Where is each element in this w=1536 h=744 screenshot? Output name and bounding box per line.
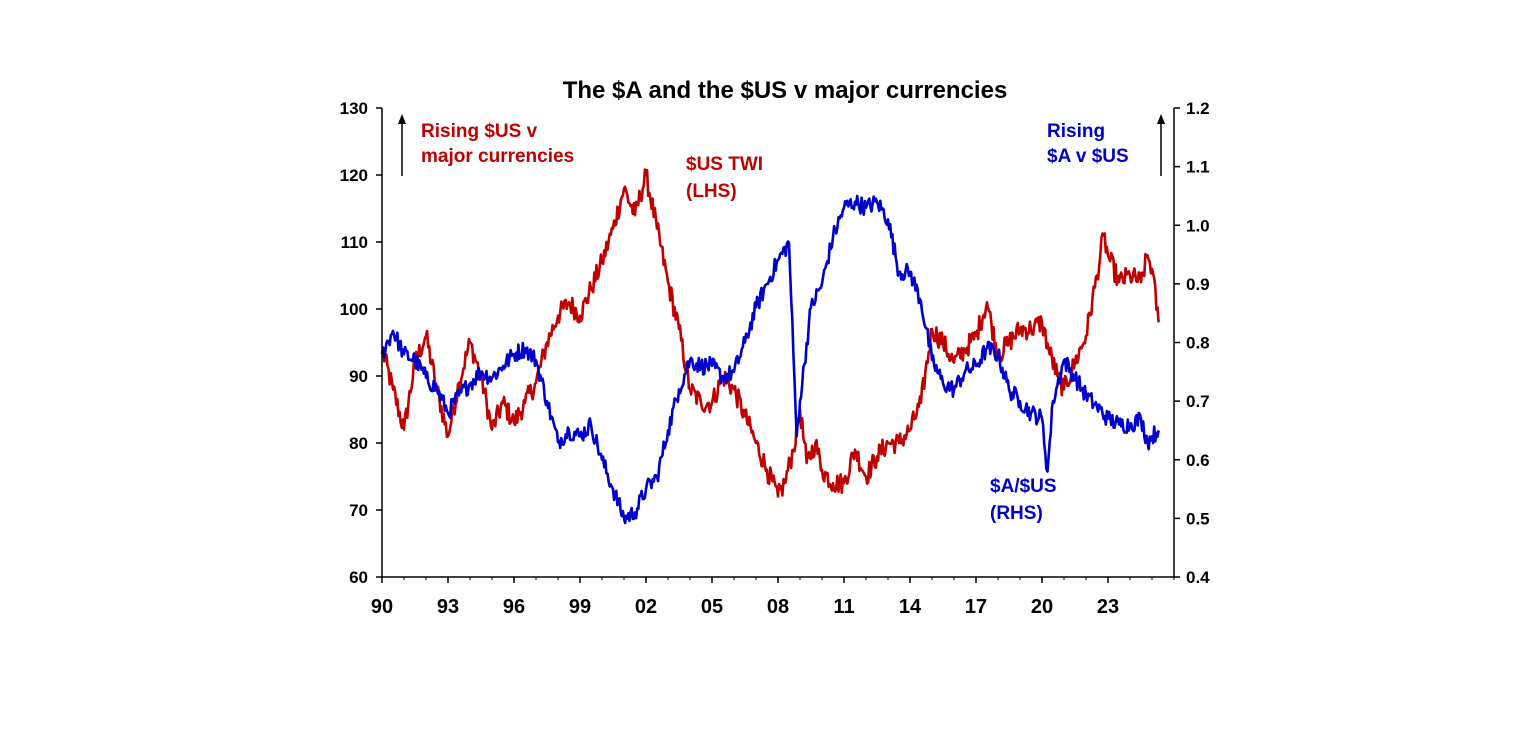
plot-lines <box>380 168 1160 525</box>
right-tick-label: 0.9 <box>1186 275 1210 294</box>
rising-aud-label-line2: $A v $US <box>1047 146 1129 167</box>
x-tick-label: 02 <box>635 596 657 618</box>
x-tick-label: 99 <box>569 596 591 618</box>
right-tick-label: 1.2 <box>1186 99 1210 118</box>
x-tick-label: 14 <box>899 596 922 618</box>
x-tick-label: 90 <box>371 596 393 618</box>
chart-title: The $A and the $US v major currencies <box>563 77 1008 104</box>
right-tick-label: 0.7 <box>1186 392 1210 411</box>
x-tick-label: 05 <box>701 596 723 618</box>
x-tick-label: 08 <box>767 596 789 618</box>
right-ticks: 1.2 1.1 1.0 0.9 0.8 0.7 0.6 0.5 0.4 <box>1174 99 1210 587</box>
left-tick-label: 100 <box>340 300 368 319</box>
aud-usd-label-line2: (RHS) <box>990 503 1043 524</box>
x-tick-label: 96 <box>503 596 525 618</box>
left-tick-label: 80 <box>349 434 368 453</box>
left-tick-label: 90 <box>349 367 368 386</box>
right-tick-label: 0.6 <box>1186 451 1210 470</box>
left-tick-label: 60 <box>349 568 368 587</box>
right-tick-label: 1.1 <box>1186 158 1210 177</box>
right-tick-label: 1.0 <box>1186 216 1210 235</box>
left-ticks: 130 120 110 100 90 80 70 60 <box>340 99 382 587</box>
aud-usd-series-line <box>380 194 1160 525</box>
x-tick-label: 17 <box>965 596 987 618</box>
aud-usd-label-line1: $A/$US <box>990 476 1057 497</box>
rising-usd-arrow-head <box>398 114 406 124</box>
usd-twi-label-line1: $US TWI <box>686 154 763 175</box>
left-tick-label: 130 <box>340 99 368 118</box>
rising-aud-arrow-head <box>1157 114 1165 124</box>
usd-twi-label-line2: (LHS) <box>686 181 737 202</box>
x-tick-label: 93 <box>437 596 459 618</box>
left-tick-label: 120 <box>340 166 368 185</box>
left-tick-label: 110 <box>341 233 368 252</box>
right-tick-label: 0.8 <box>1186 334 1210 353</box>
left-tick-label: 70 <box>349 501 368 520</box>
x-ticks: 90 93 96 99 02 05 08 11 14 17 20 23 <box>371 577 1175 618</box>
right-tick-label: 0.5 <box>1186 509 1210 528</box>
rising-usd-label-line2: major currencies <box>421 146 574 167</box>
rising-aud-label-line1: Rising <box>1047 121 1105 142</box>
x-tick-label: 20 <box>1031 596 1053 618</box>
right-tick-label: 0.4 <box>1186 568 1210 587</box>
x-tick-label: 23 <box>1097 596 1119 618</box>
rising-usd-label-line1: Rising $US v <box>421 121 538 142</box>
usd-twi-series-line <box>381 168 1160 498</box>
x-tick-label: 11 <box>833 596 854 618</box>
